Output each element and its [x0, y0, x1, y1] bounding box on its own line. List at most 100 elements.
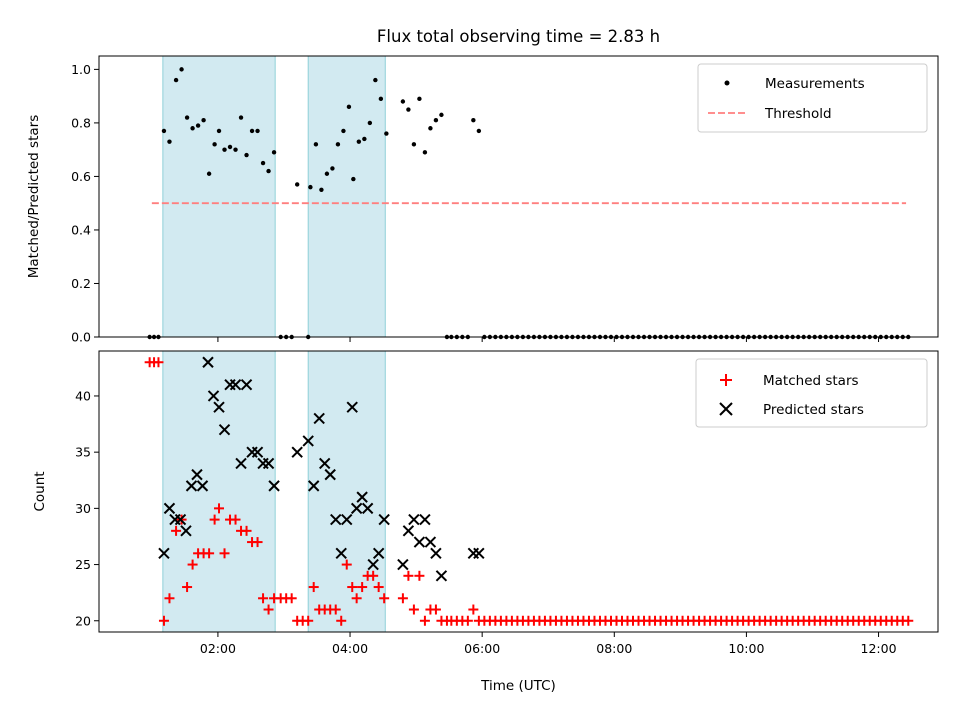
measurement-point	[313, 142, 319, 147]
measurement-point	[179, 67, 184, 72]
predicted-star-point	[413, 536, 426, 548]
predicted-star-point	[356, 491, 368, 503]
predicted-star-point	[430, 547, 442, 560]
predicted-star-point	[158, 547, 170, 560]
measurement-point	[417, 96, 422, 102]
measurement-point	[335, 142, 341, 147]
measurement-point	[324, 171, 330, 176]
measurement-point	[378, 96, 384, 102]
measurement-point	[233, 147, 238, 152]
legend-measurements-marker	[724, 80, 730, 86]
predicted-star-point	[196, 480, 209, 492]
bottom-legend: Matched stars Predicted stars	[695, 358, 928, 428]
measurement-point	[346, 104, 352, 110]
top-y-ticks: 0.0 0.2 0.4 0.6 0.8 1.0	[71, 62, 99, 345]
matched-star-point	[219, 548, 230, 559]
measurement-point	[216, 128, 222, 134]
predicted-star-point	[397, 558, 409, 571]
measurement-point	[195, 123, 201, 128]
measurement-point	[255, 128, 260, 134]
predicted-star-point	[251, 446, 264, 458]
predicted-star-point	[313, 412, 325, 425]
matched-star-point	[241, 525, 252, 536]
matched-stars-series	[144, 357, 914, 626]
matched-star-point	[263, 604, 274, 615]
matched-star-point	[357, 582, 368, 593]
measurement-point	[351, 176, 356, 182]
matched-star-point	[171, 525, 182, 536]
measurement-point	[384, 131, 389, 136]
bottom-legend-box	[695, 358, 928, 428]
chart-title: Flux total observing time = 2.83 h	[377, 27, 660, 46]
predicted-star-point	[372, 547, 385, 560]
top-legend: Measurements Threshold	[697, 63, 928, 133]
matched-star-point	[373, 582, 384, 593]
measurement-point	[271, 150, 277, 155]
measurement-point	[422, 150, 428, 155]
predicted-star-point	[213, 401, 225, 413]
matched-star-point	[286, 593, 297, 604]
predicted-star-point	[229, 379, 242, 391]
matched-star-point	[397, 593, 408, 604]
matched-star-point	[468, 604, 479, 615]
x-tick-label: 10:00	[728, 641, 764, 656]
matched-star-point	[403, 570, 414, 581]
measurement-point	[367, 120, 373, 126]
predicted-star-point	[435, 570, 448, 582]
y-tick-label: 40	[75, 388, 91, 403]
measurement-point	[373, 77, 378, 83]
observing-window-2	[307, 55, 386, 338]
measurement-point	[266, 168, 271, 174]
predicted-star-point	[307, 480, 320, 492]
y-tick-label: 0.2	[71, 276, 91, 291]
matched-star-point	[252, 537, 263, 548]
predicted-star-point	[350, 502, 363, 515]
x-tick-label: 02:00	[200, 641, 236, 656]
measurement-point	[356, 139, 362, 144]
legend-measurements-label: Measurements	[765, 76, 865, 92]
predicted-star-point	[330, 513, 342, 526]
matched-star-point	[903, 615, 914, 626]
predicted-star-point	[291, 446, 303, 458]
predicted-star-point	[268, 480, 280, 492]
matched-star-point	[330, 604, 341, 615]
predicted-star-point	[367, 558, 379, 571]
matched-star-point	[182, 582, 193, 593]
y-tick-label: 25	[75, 557, 91, 572]
x-tick-label: 08:00	[596, 641, 632, 656]
y-tick-label: 1.0	[71, 62, 91, 77]
predicted-star-point	[163, 502, 176, 515]
x-tick-label: 04:00	[332, 641, 368, 656]
predicted-star-point	[262, 457, 275, 470]
matched-star-point	[414, 570, 425, 581]
measurement-point	[428, 126, 433, 131]
matched-star-point	[187, 559, 198, 570]
predicted-star-point	[361, 502, 374, 515]
legend-predicted-marker	[719, 402, 733, 416]
measurement-point	[362, 136, 367, 142]
top-y-axis-label: Matched/Predicted stars	[26, 115, 42, 278]
measurement-point	[308, 184, 313, 190]
top-x-ticks	[217, 337, 880, 342]
top-legend-box	[697, 63, 928, 133]
y-tick-label: 20	[75, 613, 91, 628]
bottom-plot-frame	[98, 350, 939, 633]
matched-star-point	[214, 503, 225, 514]
predicted-star-point	[180, 525, 192, 537]
measurement-point	[330, 166, 335, 171]
measurement-point	[439, 112, 444, 118]
matched-star-point	[204, 548, 215, 559]
measurement-point	[319, 187, 324, 193]
predicted-star-point	[424, 536, 437, 548]
bottom-y-axis-label: Count	[32, 471, 48, 511]
predicted-star-point	[218, 423, 231, 436]
x-axis-label: Time (UTC)	[480, 678, 556, 694]
bottom-x-ticks: 02:00 04:00 06:00 08:00 10:00 12:00	[200, 632, 897, 656]
measurement-point	[341, 128, 346, 134]
matched-star-point	[164, 593, 175, 604]
measurement-point	[411, 142, 417, 147]
predicted-star-point	[378, 513, 390, 526]
matched-star-point	[209, 514, 220, 525]
measurement-point	[433, 118, 439, 123]
top-panel: 0.0 0.2 0.4 0.6 0.8 1.0 Matched/Predicted sta…	[26, 55, 939, 345]
